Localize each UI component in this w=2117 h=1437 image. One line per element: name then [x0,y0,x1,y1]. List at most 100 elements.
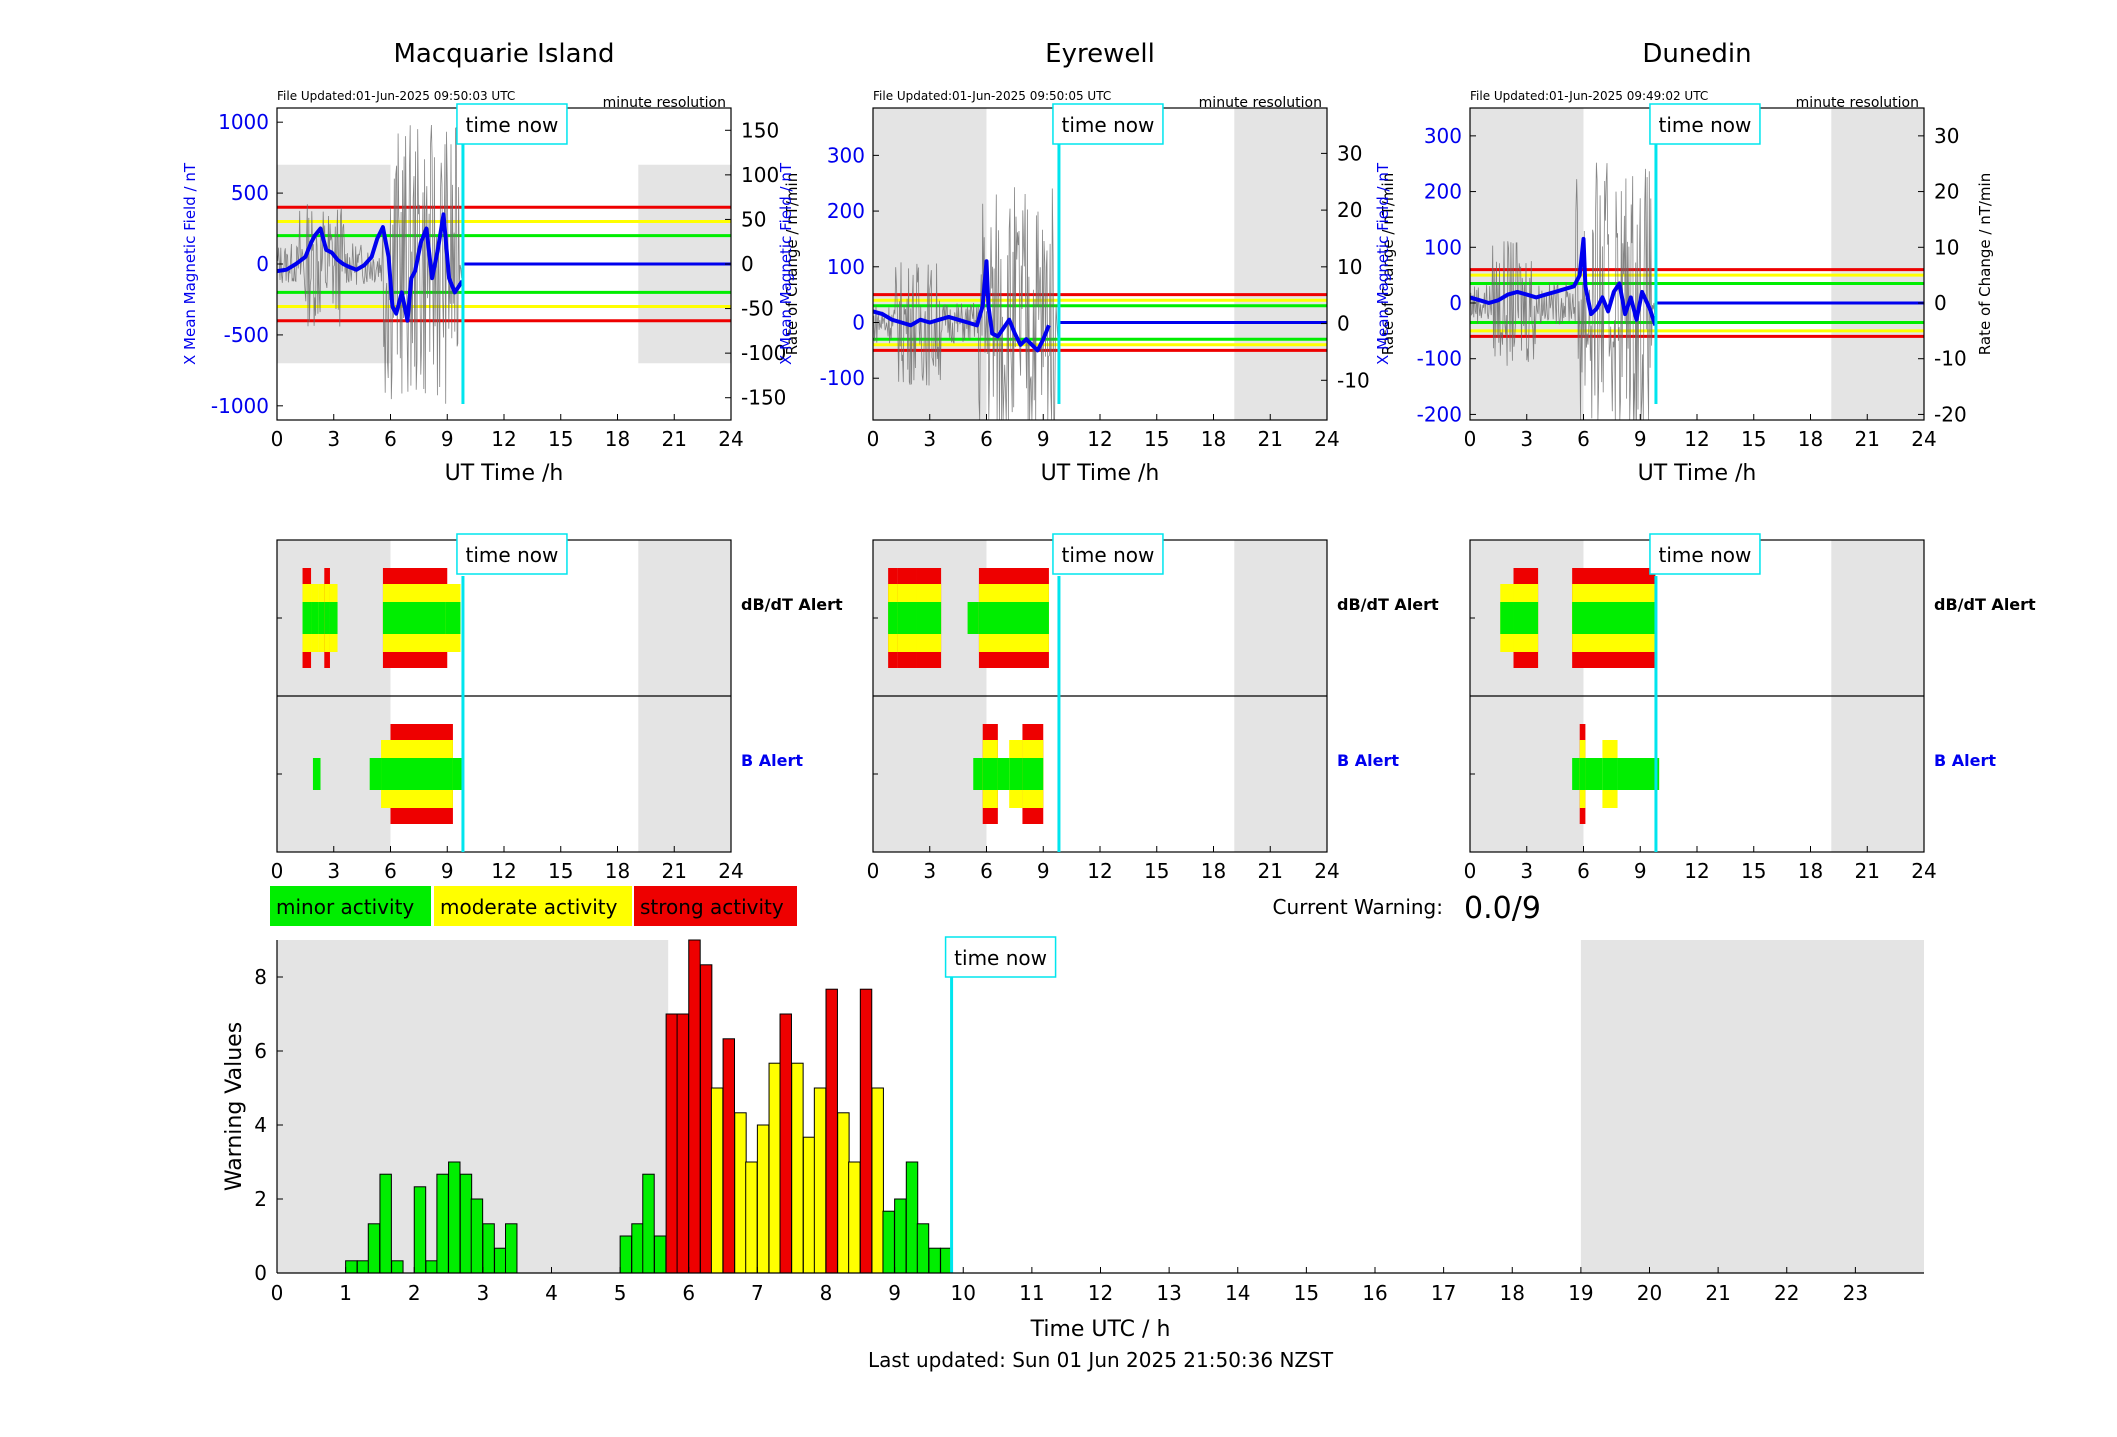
alert-block-strong [916,602,942,634]
warning-bar [448,1161,461,1274]
alert-x-tick-label: 21 [1855,859,1880,883]
left-tick-label: 0 [1449,291,1462,315]
chart-x-tick-label: 18 [1500,1281,1525,1305]
warning-bar [734,1112,747,1274]
alert-x-tick-label: 12 [1684,859,1709,883]
left-tick-label: 100 [1424,235,1462,259]
alert-block-moderate [445,602,461,634]
file-updated-text: File Updated:01-Jun-2025 09:50:03 UTC [277,89,515,103]
left-tick-label: -100 [820,366,865,390]
activity-legend: minor activity moderate activity strong ac… [270,886,797,926]
current-warning-label: Current Warning: [1273,895,1443,919]
alert-x-tick-label: 18 [1798,859,1823,883]
x-tick-label: 12 [491,427,516,451]
x-tick-label: 0 [271,427,284,451]
right-tick-label: 30 [1934,124,1959,148]
x-tick-label: 24 [718,427,743,451]
chart-x-tick-label: 13 [1156,1281,1181,1305]
right-tick-label: 0 [1934,291,1947,315]
alert-block-minor [1617,758,1660,790]
warning-bar [905,1161,919,1274]
alert-x-tick-label: 24 [1911,859,1936,883]
x-tick-label: 6 [1577,427,1590,451]
chart-x-tick-label: 4 [545,1281,558,1305]
warning-bar [494,1247,507,1274]
station-panel-0: Macquarie Island File Updated:01-Jun-2025… [181,39,843,883]
alert-x-tick-label: 9 [1634,859,1647,883]
x-tick-label: 18 [1798,427,1823,451]
chart-x-tick-label: 2 [408,1281,421,1305]
night-shade [1470,108,1584,420]
chart-x-tick-label: 1 [339,1281,352,1305]
time-now-label: time now [466,113,559,137]
magnetic-field-series [276,212,465,323]
chart-y-tick-label: 8 [254,965,267,989]
station-title: Eyrewell [1045,39,1155,69]
alert-time-now-box [456,533,568,575]
rate-of-change-trace [872,187,1059,421]
warning-bar [882,1210,895,1274]
chart-x-tick-label: 14 [1225,1281,1250,1305]
time-now-label: time now [1062,113,1155,137]
right-tick-label: -50 [741,297,774,321]
station-panel-1: Eyrewell File Updated:01-Jun-2025 09:50:0… [777,39,1439,883]
left-tick-label: 1000 [218,110,269,134]
warning-bar [756,1124,770,1274]
alert-block-minor [973,758,983,790]
alert-block-minor [1572,758,1580,790]
left-tick-label: 300 [827,143,865,167]
alert-x-tick-label: 12 [1087,859,1112,883]
warning-bar [745,1161,758,1274]
resolution-label: minute resolution [1796,95,1919,111]
warning-bar [676,1013,690,1274]
x-tick-label: 18 [1201,427,1226,451]
chart-night-shade [1580,940,1924,1273]
warning-bar [470,1198,484,1274]
chart-x-tick-label: 9 [888,1281,901,1305]
alert-block-moderate [1602,758,1618,790]
x-tick-label: 3 [1520,427,1533,451]
x-axis-label: UT Time /h [1041,461,1160,486]
alert-block-strong [1579,758,1586,790]
station-title: Macquarie Island [393,39,614,69]
alert-x-tick-label: 24 [718,859,743,883]
alert-block-minor [967,602,979,634]
chart-x-tick-label: 22 [1774,1281,1799,1305]
warning-bar [413,1186,427,1274]
chart-x-tick-label: 17 [1431,1281,1456,1305]
right-tick-label: 10 [1337,255,1362,279]
alert-block-moderate [1009,758,1023,790]
legend-label-moderate: moderate activity [440,895,618,919]
x-tick-label: 9 [1634,427,1647,451]
left-tick-label: 0 [852,311,865,335]
warning-bar [916,1223,930,1274]
x-tick-label: 15 [1741,427,1766,451]
right-axis-label: Rate of Change / nT/min [1976,173,1994,355]
warning-bar [642,1173,655,1274]
x-tick-label: 21 [1855,427,1880,451]
magnetic-field-series [1469,236,1658,326]
chart-x-tick-label: 3 [477,1281,490,1305]
alert-block-strong [1572,602,1656,634]
alert-block-moderate [1500,602,1514,634]
alert-x-tick-label: 18 [1201,859,1226,883]
alert-x-tick-label: 15 [1144,859,1169,883]
x-tick-label: 3 [327,427,340,451]
alert-block-strong [1513,602,1539,634]
alert-block-minor [452,758,463,790]
chart-x-tick-label: 19 [1568,1281,1593,1305]
right-axis-label: Rate of Change / nT/min [783,173,801,355]
alert-x-tick-label: 15 [548,859,573,883]
alert-x-tick-label: 0 [271,859,284,883]
alert-x-tick-label: 3 [1520,859,1533,883]
dbdt-alert-label: dB/dT Alert [741,595,843,614]
right-tick-label: 150 [741,118,779,142]
warning-bar [791,1062,804,1274]
warning-bar [436,1173,449,1274]
right-tick-label: 0 [1337,312,1350,336]
rate-of-change-trace [1469,162,1656,421]
left-tick-label: 200 [827,199,865,223]
time-now-label: time now [1659,113,1752,137]
x-tick-label: 0 [1464,427,1477,451]
left-tick-label: 100 [827,255,865,279]
